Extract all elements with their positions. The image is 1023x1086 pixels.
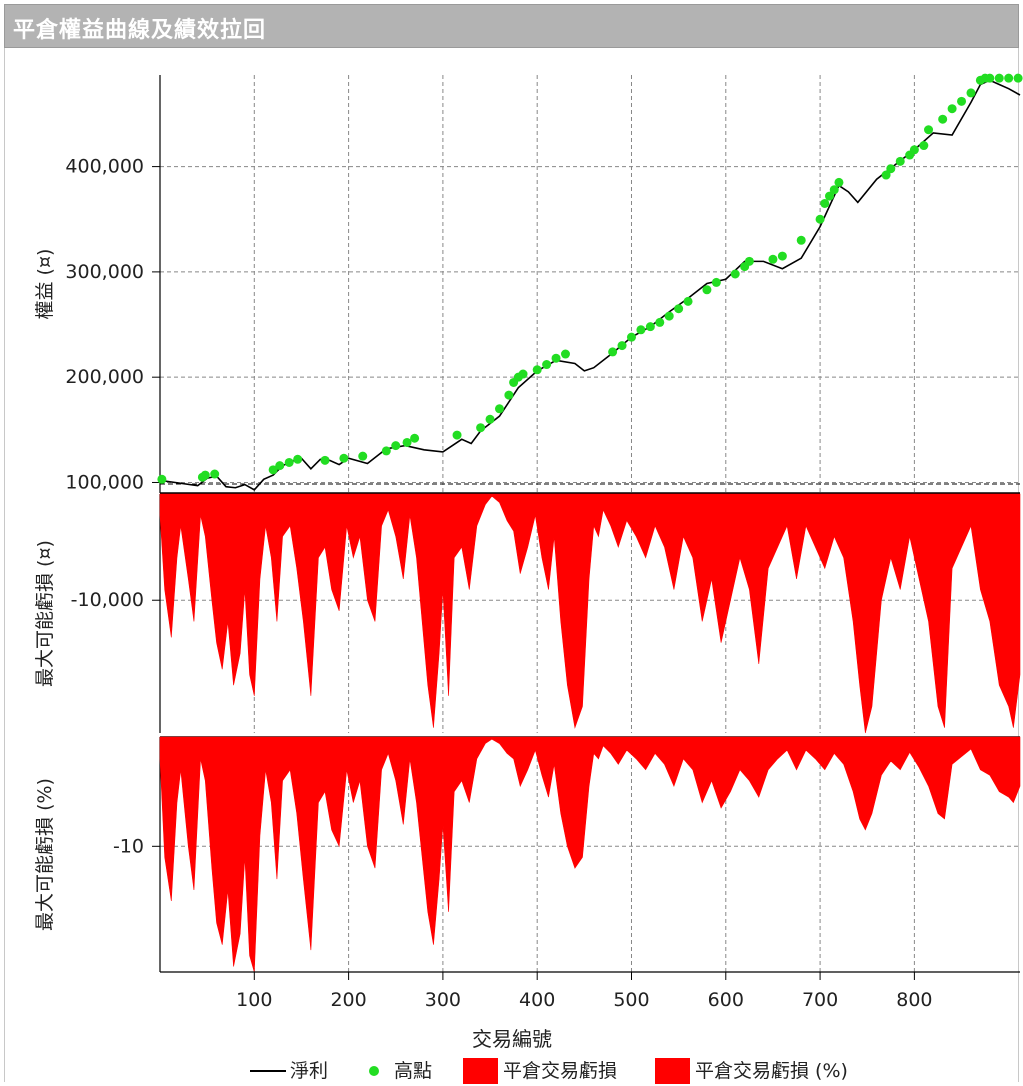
high-point-marker	[834, 177, 844, 187]
y-tick-label-3-1: -10	[113, 835, 144, 857]
high-point-marker	[560, 349, 570, 359]
x-tick-label-3: 300	[425, 989, 461, 1011]
high-point-marker	[452, 430, 462, 440]
high-point-marker	[485, 414, 495, 424]
high-point-marker	[381, 446, 391, 456]
legend-label-net-profit: 淨利	[290, 1060, 328, 1082]
high-point-marker	[210, 469, 220, 479]
y-tick-label-1-4: 400,000	[65, 156, 144, 178]
high-point-marker	[636, 325, 646, 335]
x-tick-label-1: 100	[236, 989, 272, 1011]
high-point-marker	[744, 256, 754, 266]
high-point-marker	[994, 73, 1004, 83]
high-point-marker	[504, 390, 514, 400]
x-tick-label-4: 400	[519, 989, 555, 1011]
legend-label-drawdown-3: 平倉交易虧損 (%)	[695, 1060, 848, 1082]
high-point-marker	[683, 296, 693, 306]
chart-window-title: 平倉權益曲線及績效拉回	[13, 18, 267, 43]
high-point-marker	[275, 461, 285, 471]
x-tick-label-6: 600	[708, 989, 744, 1011]
high-point-marker	[391, 441, 401, 451]
high-point-marker	[1013, 73, 1023, 83]
high-point-marker	[825, 191, 835, 201]
high-point-marker	[881, 170, 891, 180]
drawdown-area-2	[159, 736, 1021, 973]
series-line-net-profit	[159, 79, 1021, 491]
high-point-marker	[730, 269, 740, 279]
legend-label-high-point: 高點	[394, 1060, 432, 1082]
high-point-marker	[886, 164, 896, 174]
high-point-marker	[768, 254, 778, 264]
high-point-marker	[919, 141, 929, 151]
x-tick-label-2: 200	[330, 989, 366, 1011]
high-point-marker	[284, 457, 294, 467]
high-point-marker	[909, 145, 919, 155]
high-point-marker	[518, 369, 528, 379]
high-point-marker	[645, 322, 655, 332]
high-point-marker	[268, 465, 278, 475]
high-point-marker	[674, 304, 684, 314]
y-tick-label-1-2: 200,000	[65, 366, 144, 388]
high-point-marker	[532, 365, 542, 375]
high-point-marker	[608, 347, 618, 357]
high-point-marker	[410, 433, 420, 443]
legend-swatch-drawdown-2	[463, 1058, 498, 1084]
high-point-marker	[711, 277, 721, 287]
high-point-marker	[551, 353, 561, 363]
high-point-marker	[796, 235, 806, 245]
high-point-marker	[157, 474, 167, 484]
x-axis-label: 交易編號	[472, 1027, 552, 1051]
high-point-marker	[617, 341, 627, 351]
high-point-marker	[777, 251, 787, 261]
high-point-marker	[402, 437, 412, 447]
high-point-marker	[655, 317, 665, 327]
high-point-marker	[815, 214, 825, 224]
high-point-marker	[985, 73, 995, 83]
drawdown-area-1	[159, 493, 1021, 734]
chart-window-titlebar: 平倉權益曲線及績效拉回	[4, 4, 1019, 48]
y-axis-label-2: 最大可能虧損 (¤)	[34, 540, 56, 687]
high-point-marker	[702, 285, 712, 295]
high-point-marker	[966, 88, 976, 98]
y-tick-label-2-1: -10,000	[71, 589, 144, 611]
y-tick-label-1-1: 100,000	[65, 471, 144, 493]
y-axis-label-1: 權益 (¤)	[34, 249, 56, 320]
x-tick-label-8: 800	[896, 989, 932, 1011]
high-point-marker	[924, 125, 934, 135]
y-tick-label-1-3: 300,000	[65, 261, 144, 283]
x-tick-label-7: 700	[802, 989, 838, 1011]
legend-swatch-high-point	[369, 1066, 379, 1076]
legend-label-drawdown-2: 平倉交易虧損	[503, 1060, 617, 1082]
high-point-marker	[820, 198, 830, 208]
high-point-marker	[1004, 73, 1014, 83]
high-point-marker	[938, 114, 948, 124]
high-point-marker	[626, 332, 636, 342]
high-point-marker	[895, 156, 905, 166]
high-point-marker	[957, 96, 967, 106]
high-point-marker	[947, 104, 957, 114]
high-point-marker	[829, 185, 839, 195]
legend-swatch-drawdown-3	[655, 1058, 690, 1084]
high-point-marker	[664, 311, 674, 321]
high-point-marker	[293, 454, 303, 464]
high-point-marker	[358, 451, 368, 461]
x-tick-label-5: 500	[613, 989, 649, 1011]
y-axis-label-3: 最大可能虧損 (%)	[34, 778, 56, 931]
high-point-marker	[494, 404, 504, 414]
high-point-marker	[476, 423, 486, 433]
high-point-marker	[200, 470, 210, 480]
high-point-marker	[339, 453, 349, 463]
high-point-marker	[542, 360, 552, 370]
high-point-marker	[320, 455, 330, 465]
